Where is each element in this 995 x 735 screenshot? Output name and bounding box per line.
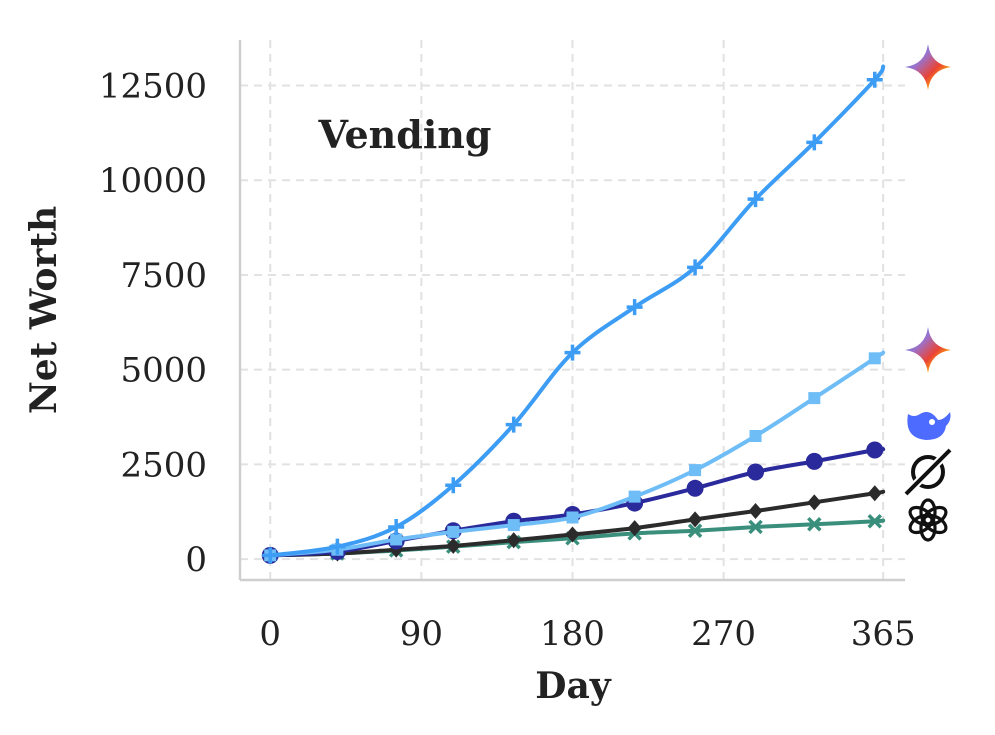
y-axis-label: Net Worth [23, 206, 65, 414]
data-point-marker [866, 441, 884, 459]
data-point-marker [807, 494, 822, 511]
data-point-marker [688, 511, 703, 528]
y-tick-labels: 0 2500 5000 7500 10000 12500 [99, 66, 207, 580]
chart-title: Vending [317, 112, 491, 157]
data-point-marker [446, 537, 461, 554]
deepseek-whale-icon [907, 412, 951, 440]
x-tick-labels: 0 90 180 270 365 [259, 614, 915, 654]
data-point-marker [626, 299, 643, 316]
data-point-marker [689, 464, 702, 477]
data-point-marker [329, 538, 346, 555]
openai-logo-icon [908, 498, 948, 542]
y-tick-label: 10000 [99, 161, 207, 201]
series-group [261, 64, 886, 564]
x-tick-label: 365 [851, 614, 916, 654]
data-point-marker [747, 191, 764, 208]
gemini-sparkle-icon [905, 44, 951, 90]
data-point-marker [747, 463, 765, 481]
data-point-marker [564, 344, 581, 361]
x-axis-label: Day [535, 665, 612, 707]
data-point-marker [687, 523, 703, 538]
data-point-marker [390, 533, 403, 546]
data-point-marker [628, 490, 641, 503]
data-point-marker [748, 519, 763, 535]
data-point-marker [687, 259, 704, 276]
series-1 [264, 350, 886, 562]
data-point-marker [505, 416, 522, 433]
data-point-marker [807, 517, 822, 532]
series-0 [262, 64, 886, 564]
data-point-marker [866, 71, 883, 88]
y-tick-label: 5000 [120, 351, 207, 391]
data-point-marker [808, 392, 821, 405]
x-tick-label: 180 [540, 614, 605, 654]
data-point-marker [447, 525, 460, 538]
y-tick-label: 2500 [120, 445, 207, 485]
data-point-marker [868, 352, 881, 365]
data-point-marker [507, 519, 520, 532]
data-point-marker [388, 518, 405, 535]
x-tick-label: 0 [259, 614, 281, 654]
data-point-marker [749, 430, 762, 442]
data-point-marker [867, 485, 882, 502]
data-point-marker [805, 452, 823, 470]
data-point-marker [566, 511, 579, 524]
axes [238, 40, 905, 582]
data-point-marker [806, 134, 823, 151]
xai-grok-icon [903, 447, 953, 497]
data-point-marker [565, 526, 580, 543]
data-point-marker [506, 532, 521, 549]
gemini-sparkle-icon [905, 327, 951, 373]
x-tick-label: 270 [691, 614, 756, 654]
data-point-marker [627, 520, 642, 537]
y-tick-label: 7500 [120, 256, 207, 296]
y-tick-label: 0 [185, 540, 207, 580]
data-point-marker [686, 479, 704, 497]
x-tick-label: 90 [400, 614, 443, 654]
data-point-marker [262, 547, 279, 564]
grid-lines [240, 40, 905, 580]
data-point-marker [867, 514, 883, 529]
legend-icons [903, 44, 953, 542]
data-point-marker [748, 503, 763, 520]
y-tick-label: 12500 [99, 66, 207, 106]
data-point-marker [445, 477, 462, 494]
